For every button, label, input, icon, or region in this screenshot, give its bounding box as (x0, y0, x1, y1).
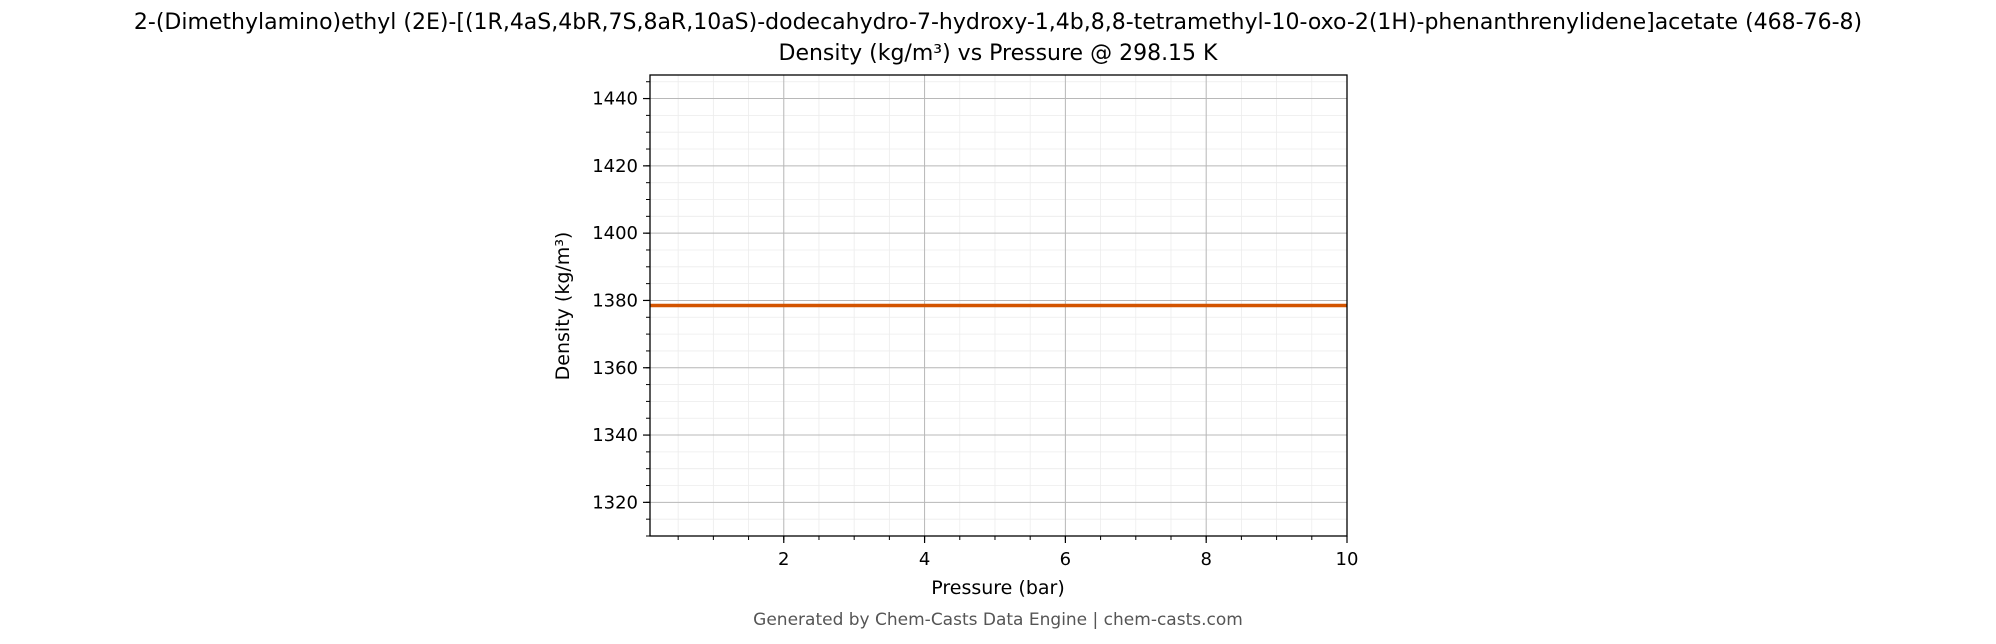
y-axis-label: Density (kg/m³) (552, 232, 574, 381)
x-tick-label: 4 (919, 549, 930, 570)
x-tick-label: 8 (1200, 549, 1211, 570)
y-tick-label: 1420 (592, 156, 638, 177)
x-axis-label: Pressure (bar) (931, 577, 1065, 599)
y-tick-label: 1320 (592, 492, 638, 513)
y-tick-label: 1360 (592, 358, 638, 379)
chart-title: 2-(Dimethylamino)ethyl (2E)-[(1R,4aS,4bR… (134, 10, 1862, 35)
y-tick-label: 1440 (592, 89, 638, 110)
y-tick-label: 1400 (592, 223, 638, 244)
chart-subtitle: Density (kg/m³) vs Pressure @ 298.15 K (779, 41, 1219, 66)
x-tick-label: 10 (1336, 549, 1359, 570)
x-tick-label: 2 (778, 549, 789, 570)
footer-credit: Generated by Chem-Casts Data Engine | ch… (753, 610, 1243, 630)
y-tick-label: 1340 (592, 425, 638, 446)
axis-ticks: 2 4 6 8 10 1320 1340 1360 1380 1400 1420 1440 (592, 81, 1359, 570)
x-tick-label: 6 (1060, 549, 1071, 570)
plot-area-frame (649, 74, 1348, 537)
y-tick-label: 1380 (592, 290, 638, 311)
